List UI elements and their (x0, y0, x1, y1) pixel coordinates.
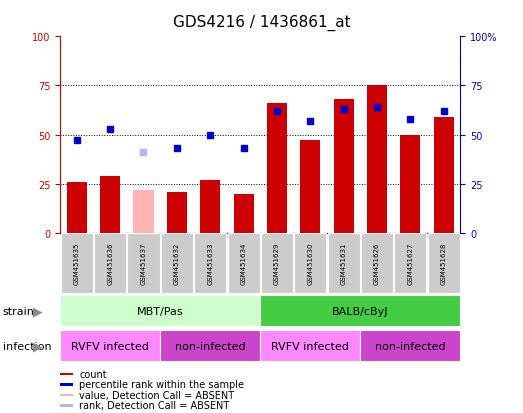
Bar (260, 295, 460, 326)
Bar (360, 330, 460, 361)
Text: GSM451629: GSM451629 (274, 242, 280, 285)
Text: count: count (79, 369, 107, 379)
Text: GSM451630: GSM451630 (307, 242, 313, 285)
Bar (160, 330, 260, 361)
Text: GSM451628: GSM451628 (440, 242, 447, 285)
Bar (60, 383, 73, 386)
Bar (60, 295, 260, 326)
Text: RVFV infected: RVFV infected (271, 341, 349, 351)
Text: strain: strain (3, 306, 35, 316)
Bar (300, 141, 320, 233)
Bar (228, 233, 259, 293)
Text: GSM451636: GSM451636 (107, 242, 113, 285)
Bar (60, 373, 73, 375)
Text: MBT/Pas: MBT/Pas (137, 306, 184, 316)
Text: GSM451633: GSM451633 (207, 242, 213, 285)
Text: GSM451631: GSM451631 (340, 242, 347, 285)
Text: GDS4216 / 1436861_at: GDS4216 / 1436861_at (173, 14, 350, 31)
Bar (327, 233, 359, 293)
Text: GSM451637: GSM451637 (141, 242, 146, 285)
Text: BALB/cByJ: BALB/cByJ (332, 306, 389, 316)
Bar (233, 194, 254, 233)
Text: non-infected: non-infected (175, 341, 245, 351)
Text: RVFV infected: RVFV infected (71, 341, 149, 351)
Text: infection: infection (3, 341, 51, 351)
Bar (61, 233, 93, 293)
Text: value, Detection Call = ABSENT: value, Detection Call = ABSENT (79, 390, 234, 400)
Bar (267, 104, 287, 233)
Bar (161, 233, 193, 293)
Bar (194, 233, 226, 293)
Text: rank, Detection Call = ABSENT: rank, Detection Call = ABSENT (79, 401, 230, 411)
Text: GSM451626: GSM451626 (374, 242, 380, 285)
Bar (334, 100, 354, 233)
Bar (133, 190, 154, 233)
Bar (428, 233, 460, 293)
Bar (400, 135, 420, 233)
Bar (434, 118, 453, 233)
Bar (200, 180, 220, 233)
Bar (260, 330, 360, 361)
Text: non-infected: non-infected (375, 341, 446, 351)
Text: ▶: ▶ (33, 339, 42, 352)
Bar (100, 176, 120, 233)
Text: percentile rank within the sample: percentile rank within the sample (79, 380, 244, 389)
Bar (361, 233, 393, 293)
Bar (167, 192, 187, 233)
Text: GSM451634: GSM451634 (241, 242, 246, 285)
Bar (60, 404, 73, 407)
Bar (367, 86, 387, 233)
Bar (394, 233, 426, 293)
Bar (60, 330, 160, 361)
Bar (60, 394, 73, 396)
Bar (128, 233, 160, 293)
Text: GSM451632: GSM451632 (174, 242, 180, 285)
Bar (67, 183, 87, 233)
Text: GSM451635: GSM451635 (74, 242, 80, 285)
Bar (261, 233, 293, 293)
Bar (294, 233, 326, 293)
Text: ▶: ▶ (33, 304, 42, 317)
Bar (94, 233, 126, 293)
Text: GSM451627: GSM451627 (407, 242, 413, 285)
